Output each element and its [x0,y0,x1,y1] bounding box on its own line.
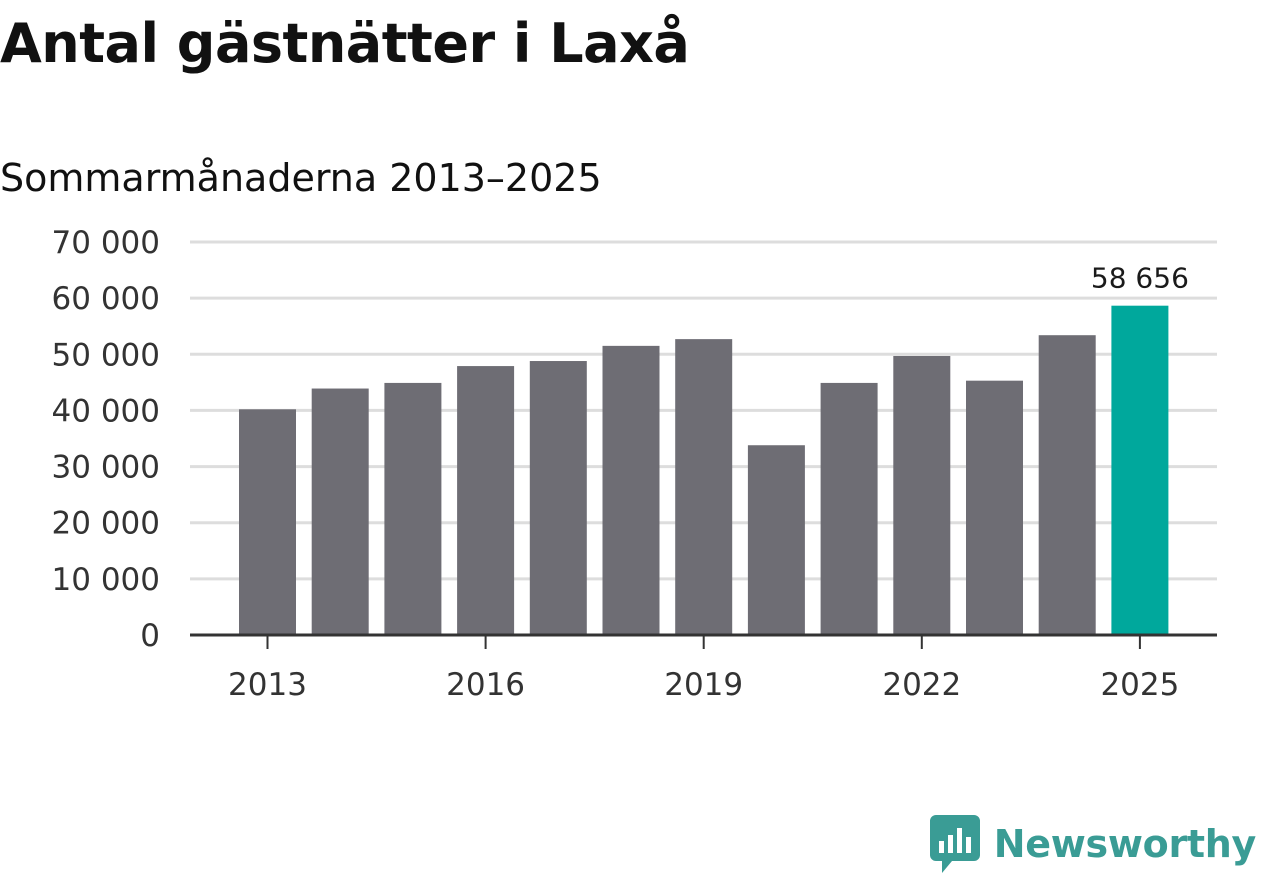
bar-2013 [239,409,296,635]
data-labels: 58 656 [1091,262,1189,295]
chart-subtitle: Sommarmånaderna 2013–2025 [0,156,602,200]
x-tick-label: 2019 [664,667,743,703]
data-label-2025: 58 656 [1091,262,1189,295]
x-tick-label: 2016 [446,667,525,703]
y-axis-ticks: 0 10 000 20 000 30 000 40 000 50 000 60 000 70 … [52,225,160,654]
x-tick-label: 2013 [228,667,307,703]
bar-2015 [384,382,442,635]
bar-2019 [675,339,733,635]
y-tick-label: 20 000 [52,506,160,542]
brand-name: Newsworthy [993,822,1257,866]
bar-2014 [311,388,369,635]
bars [239,305,1169,635]
bar-2023 [966,380,1023,635]
x-tick-label: 2022 [882,667,961,703]
y-tick-label: 0 [140,618,160,654]
bar-2022 [893,355,951,635]
x-axis-ticks: 2013 2016 2019 2022 2025 [228,635,1179,703]
y-tick-label: 50 000 [52,337,160,373]
chart-title: Antal gästnätter i Laxå [0,12,690,75]
x-tick-label: 2025 [1100,667,1179,703]
bar-2025 [1111,305,1169,635]
bar-2016 [457,366,515,635]
bar-2021 [820,382,878,635]
y-tick-label: 40 000 [52,393,160,429]
bar-2018 [602,345,660,635]
newsworthy-logo-icon [929,815,980,873]
bar-2020 [747,445,805,635]
bar-2024 [1038,335,1096,635]
y-tick-label: 10 000 [52,562,160,598]
bar-2017 [529,361,587,635]
y-tick-label: 30 000 [52,450,160,486]
newsworthy-brand: Newsworthy [929,815,1257,873]
y-tick-label: 70 000 [52,225,160,261]
y-tick-label: 60 000 [52,281,160,317]
